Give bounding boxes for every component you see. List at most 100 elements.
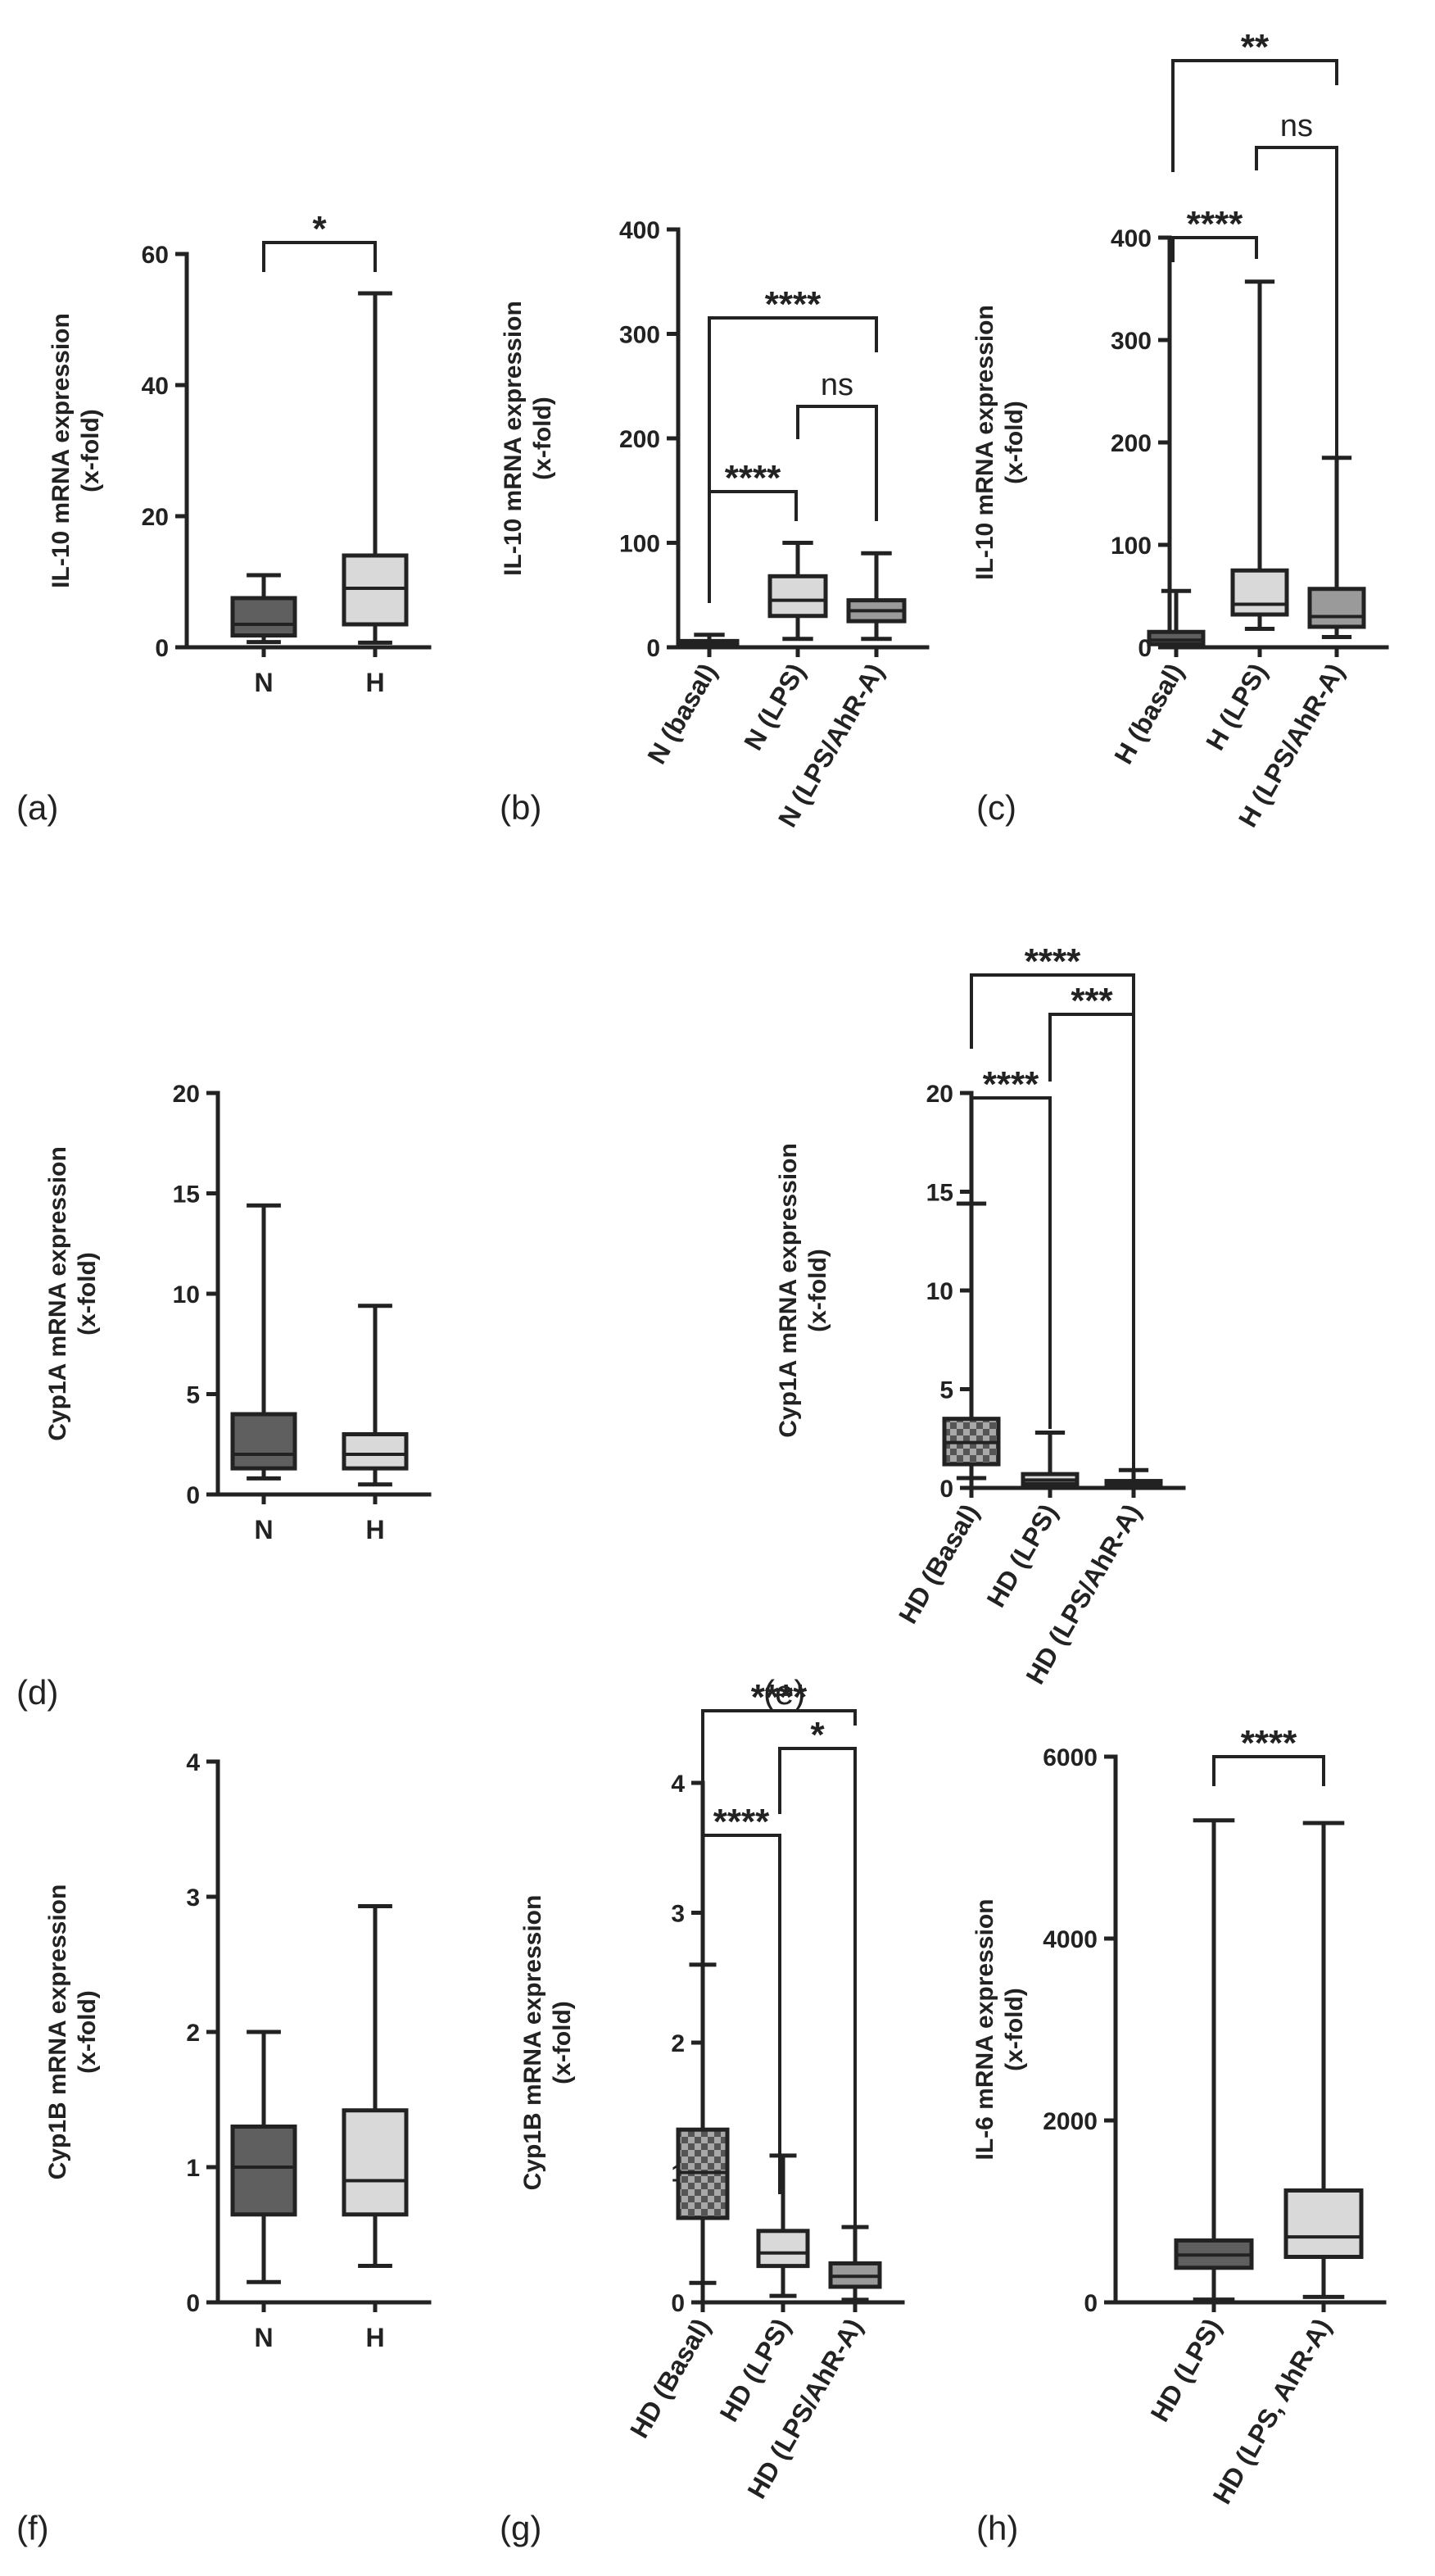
y-axis-title-line: (x-fold) [1001,401,1028,484]
category-label: H [365,1515,384,1544]
y-axis-title-line: IL-10 mRNA expression [48,313,75,588]
significance-label: **** [1241,1723,1297,1763]
y-tick-label: 20 [173,1081,200,1108]
y-axis-title: IL-6 mRNA expression (x-fold) [971,1899,1028,2161]
category-label: H (basal) [1108,659,1189,769]
category-label: N [254,1515,273,1544]
panel-label: (g) [500,2509,541,2547]
significance-bracket [708,316,878,590]
y-tick-label: 20 [926,1081,953,1108]
y-tick-label: 1 [186,2155,200,2182]
panel-g: 01234HD (Basal)HD (LPS)HD (LPS/AhR-A)Cyp… [500,1677,905,2547]
panel-f: 0 1 2 3 4 N H Cyp1B mRNA expression (x-fold) (f) [16,1749,432,2547]
y-tick-label: 2 [671,2030,685,2057]
significance-label: **** [765,284,822,324]
significance-label: ns [821,368,853,402]
significance-bracket [970,1096,1052,1429]
y-axis-title-line: IL-10 mRNA expression [971,305,998,580]
y-tick-label: 10 [173,1281,200,1308]
panel-label: (f) [16,2509,49,2547]
y-axis-title: Cyp1A mRNA expression (x-fold) [775,1143,831,1438]
category-label: HD (LPS) [981,1499,1064,1612]
category-label: HD (LPS, AhR-A) [1206,2314,1337,2510]
category-label: HD (Basal) [893,1499,985,1629]
y-tick-label: 0 [155,635,169,662]
category-label: N (LPS) [738,659,811,755]
box-1 [1147,629,1206,646]
category-label: HD (LPS) [1145,2314,1228,2427]
category-label: H [365,2323,384,2352]
significance-label: **** [725,458,781,498]
y-tick-label: 0 [671,2290,685,2317]
y-tick-label: 4000 [1043,1926,1098,1953]
significance-label: **** [983,1064,1039,1104]
panel-h: 0 2000 4000 6000 HD (LPS)HD (LPS, AhR-A) IL-6… [971,1723,1387,2547]
category-label: N (basal) [641,659,722,769]
y-tick-label: 6000 [1043,1744,1098,1771]
y-axis-title-line: Cyp1B mRNA expression [44,1884,71,2180]
box-2 [1283,2188,1364,2259]
y-axis-title: IL-10 mRNA expression (x-fold) [500,301,556,576]
significance-bracket [1212,1755,1325,1786]
y-axis-title-line: (x-fold) [74,1990,101,2074]
category-label: H [365,668,384,697]
y-tick-label: 200 [1111,430,1152,457]
y-axis-title: Cyp1B mRNA expression (x-fold) [519,1895,576,2191]
significance-bracket [701,1709,857,1799]
y-tick-label: 2 [186,2020,200,2047]
category-label: H (LPS) [1200,659,1273,755]
category-label: N [254,2323,273,2352]
y-tick-label: 0 [939,1476,953,1503]
y-tick-label: 5 [186,1382,200,1409]
y-axis-title-line: (x-fold) [529,397,556,480]
significance-label: **** [1025,941,1081,982]
y-tick-label: 15 [173,1181,200,1209]
y-axis-title: IL-10 mRNA expression (x-fold) [971,305,1028,580]
y-axis-title-line: Cyp1B mRNA expression [519,1895,546,2191]
y-tick-label: 400 [619,217,660,244]
y-tick-label: 0 [186,1482,200,1509]
significance-bracket [796,405,878,521]
significance-bracket [1255,146,1338,492]
panel-label: (c) [976,788,1016,827]
y-tick-label: 2000 [1043,2108,1098,2135]
y-tick-label: 20 [142,504,169,531]
y-tick-label: 100 [1111,533,1152,560]
significance-bracket [778,1747,857,2258]
y-tick-label: 300 [1111,328,1152,355]
y-axis-title-line: (x-fold) [549,2001,576,2084]
y-tick-label: 3 [671,1901,685,1928]
y-axis-title-line: Cyp1A mRNA expression [775,1143,802,1438]
box-2 [1230,568,1289,617]
panel-label: (a) [16,788,58,827]
y-axis-title-line: (x-fold) [77,409,104,492]
y-tick-label: 3 [186,1884,200,1912]
y-axis-title-line: IL-6 mRNA expression [971,1899,998,2161]
panel-a: 0 20 40 60 N H IL-10 mRNA expression (x-fold) * (… [16,209,432,827]
panel-label: (h) [976,2509,1018,2547]
significance-label: * [312,209,327,249]
y-axis-title-line: IL-10 mRNA expression [500,301,527,576]
y-tick-label: 15 [926,1180,953,1207]
y-axis-title-line: (x-fold) [74,1252,101,1336]
significance-label: ns [1280,109,1313,143]
significance-label: **** [751,1677,808,1717]
category-label: HD (Basal) [624,2314,716,2443]
y-axis-title-line: Cyp1A mRNA expression [44,1146,71,1441]
significance-label: * [810,1715,825,1755]
box-2 [756,2229,810,2269]
significance-label: ** [1241,27,1270,67]
y-tick-label: 0 [1084,2290,1098,2317]
box-1 [230,596,297,638]
significance-bracket [1171,236,1258,262]
panel-label: (b) [500,788,541,827]
y-tick-label: 400 [1111,225,1152,252]
y-tick-label: 4 [671,1771,685,1798]
y-tick-label: 40 [142,373,169,400]
category-label: HD (LPS) [714,2314,797,2427]
box-2 [767,574,828,619]
box-1 [230,1412,297,1471]
box-2 [342,1432,409,1471]
y-tick-label: 4 [186,1749,200,1776]
